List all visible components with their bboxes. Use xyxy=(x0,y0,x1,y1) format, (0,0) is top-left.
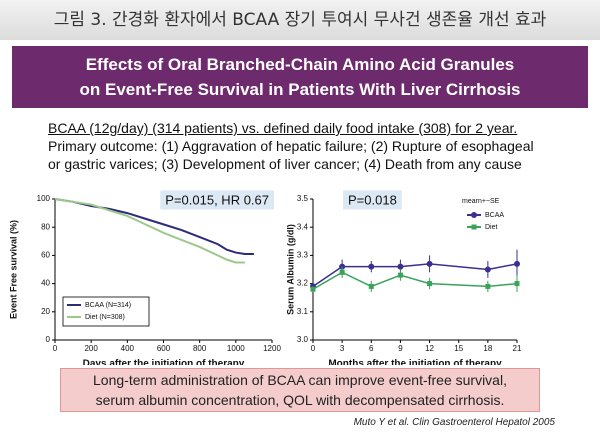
point xyxy=(368,283,374,289)
x-tick-label: 1000 xyxy=(227,344,245,353)
note: mearn+−SE xyxy=(462,198,500,205)
y-axis-label: Serum Albumin (g/dl) xyxy=(285,224,295,315)
description-line: Primary outcome: (1) Aggravation of hepa… xyxy=(48,138,534,154)
y-tick-label: 3.5 xyxy=(297,194,309,203)
albumin-chart: 3.0 3.1 3.2 3.3 3.4 3.5 0 3 6 9 12 15 18 21 Months aft… xyxy=(285,190,522,365)
header-title: 그림 3. 간경화 환자에서 BCAA 장기 투여시 무사건 생존율 개선 효과 xyxy=(0,0,600,40)
y-tick-label: 3.4 xyxy=(297,222,309,231)
point xyxy=(484,266,491,273)
banner: Effects of Oral Branched-Chain Amino Aci… xyxy=(12,46,588,108)
point xyxy=(514,260,520,267)
series-line xyxy=(54,198,245,264)
legend-box xyxy=(62,296,150,327)
y-tick-label: 3.1 xyxy=(297,307,309,316)
legend-label: BCAA xyxy=(485,212,504,219)
x-tick-label: 6 xyxy=(369,344,374,353)
conclusion-line: Long-term administration of BCAA can imp… xyxy=(93,372,507,388)
x-tick-label: 9 xyxy=(398,344,403,353)
x-tick-label: 15 xyxy=(454,344,463,353)
legend-label: Diet xyxy=(485,224,498,231)
annotation-box xyxy=(160,190,274,210)
point xyxy=(427,281,433,287)
description-line: BCAA (12g/day) (314 patients) vs. define… xyxy=(48,120,518,136)
x-tick-label: 600 xyxy=(157,344,171,353)
y-tick-label: 3.3 xyxy=(297,251,309,260)
conclusion-line: serum albumin concentration, QOL with de… xyxy=(95,392,505,408)
legend-label: Diet (N=308) xyxy=(85,314,125,321)
x-tick-label: 21 xyxy=(513,344,522,353)
x-tick-label: 200 xyxy=(84,344,98,353)
x-tick-label: 0 xyxy=(311,344,316,353)
legend-marker xyxy=(471,224,477,230)
y-tick-label: 20 xyxy=(41,307,50,316)
y-tick-label: 60 xyxy=(41,251,50,260)
description: BCAA (12g/day) (314 patients) vs. define… xyxy=(48,119,534,173)
x-axis-label: Months after the initiation of therapy xyxy=(328,359,502,365)
x-tick-label: 12 xyxy=(425,344,434,353)
x-tick-label: 0 xyxy=(53,344,58,353)
y-tick-label: 0 xyxy=(46,335,51,344)
point xyxy=(368,263,375,270)
annotation: P=0.015, HR 0.67 xyxy=(165,192,269,207)
point xyxy=(485,283,491,289)
x-tick-label: 400 xyxy=(121,344,135,353)
y-tick-label: 80 xyxy=(41,222,50,231)
x-tick-label: 800 xyxy=(193,344,207,353)
legend-marker xyxy=(471,212,477,218)
banner-line: Effects of Oral Branched-Chain Amino Aci… xyxy=(85,55,515,74)
x-tick-label: 1200 xyxy=(263,344,281,353)
description-line: or gastric varices; (3) Development of l… xyxy=(48,156,522,172)
y-tick-label: 40 xyxy=(41,279,50,288)
point xyxy=(397,272,403,278)
citation: Muto Y et al. Clin Gastroenterol Hepatol… xyxy=(353,417,555,428)
banner-line: on Event-Free Survival in Patients With … xyxy=(79,80,521,99)
y-tick-label: 3.2 xyxy=(297,279,309,288)
y-axis-label: Event Free survival (%) xyxy=(8,220,18,319)
y-tick-label: 100 xyxy=(37,194,51,203)
annotation: P=0.018 xyxy=(348,192,397,207)
y-tick-label: 3.0 xyxy=(297,335,309,344)
point xyxy=(339,269,345,275)
x-tick-label: 18 xyxy=(483,344,492,353)
point xyxy=(426,260,433,267)
point xyxy=(310,286,316,292)
conclusion: Long-term administration of BCAA can imp… xyxy=(60,368,540,412)
annotation-box xyxy=(343,190,402,210)
point xyxy=(397,263,404,270)
x-axis-label: Days after the initiation of therapy xyxy=(83,359,245,365)
legend-label: BCAA (N=314) xyxy=(85,302,131,309)
x-tick-label: 3 xyxy=(340,344,345,353)
point xyxy=(339,263,346,270)
point xyxy=(514,281,520,287)
